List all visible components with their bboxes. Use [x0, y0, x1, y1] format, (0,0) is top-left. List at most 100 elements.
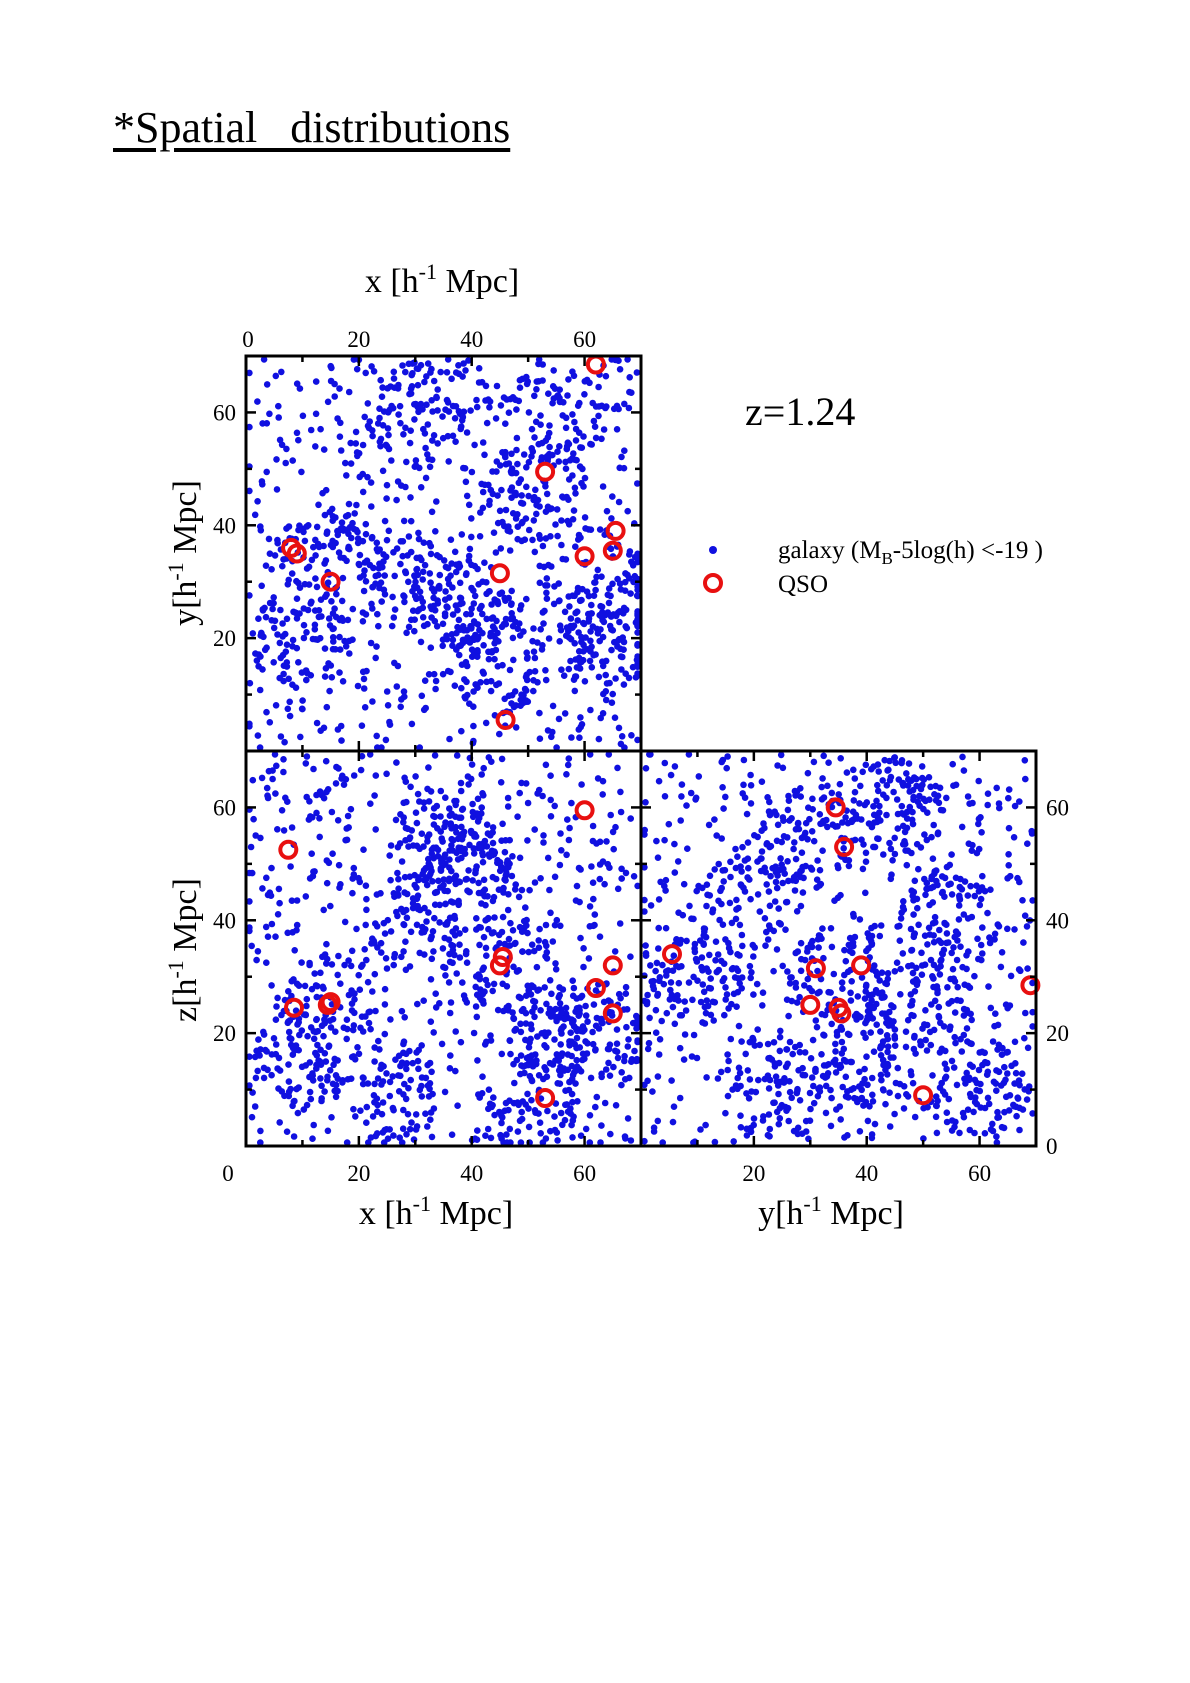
- galaxy-point: [790, 873, 798, 881]
- galaxy-point: [837, 1116, 844, 1123]
- galaxy-point: [734, 1074, 741, 1082]
- galaxy-point: [625, 1036, 632, 1043]
- galaxy-point: [275, 1085, 282, 1092]
- galaxy-point: [403, 1065, 410, 1073]
- galaxy-point: [598, 402, 606, 410]
- galaxy-point: [334, 971, 342, 979]
- galaxy-point: [597, 626, 604, 633]
- qso-marker: [320, 571, 341, 592]
- galaxy-point: [688, 1053, 696, 1060]
- galaxy-point: [272, 933, 279, 940]
- galaxy-point: [488, 648, 496, 655]
- galaxy-point: [529, 1008, 536, 1015]
- galaxy-point: [836, 1061, 844, 1069]
- galaxy-point: [662, 968, 670, 975]
- tick-label: 20: [742, 1161, 765, 1186]
- galaxy-point: [867, 937, 875, 945]
- galaxy-point: [525, 458, 533, 466]
- galaxy-point: [529, 536, 536, 544]
- galaxy-point: [925, 774, 933, 781]
- qso-marker: [535, 461, 556, 482]
- galaxy-point: [557, 922, 564, 930]
- galaxy-point: [746, 1038, 754, 1046]
- galaxy-point: [298, 669, 306, 676]
- galaxy-point: [419, 604, 427, 612]
- galaxy-point: [256, 686, 264, 694]
- galaxy-point: [756, 1041, 764, 1049]
- galaxy-point: [400, 688, 408, 695]
- galaxy-point: [471, 833, 478, 840]
- galaxy-point: [808, 828, 816, 835]
- galaxy-point: [289, 1102, 296, 1110]
- galaxy-point: [323, 960, 330, 967]
- galaxy-point: [340, 554, 348, 562]
- galaxy-point: [725, 1057, 732, 1065]
- galaxy-point: [424, 838, 431, 845]
- galaxy-point: [565, 521, 573, 528]
- galaxy-point: [587, 637, 594, 645]
- galaxy-point: [1016, 798, 1023, 805]
- galaxy-point: [569, 1019, 576, 1027]
- galaxy-point: [586, 751, 594, 758]
- galaxy-point: [645, 1039, 653, 1047]
- galaxy-point: [374, 420, 382, 427]
- galaxy-point: [549, 728, 556, 736]
- galaxy-point: [442, 588, 449, 595]
- page-heading: *Spatial distributions: [113, 103, 511, 152]
- galaxy-point: [400, 517, 408, 525]
- galaxy-point: [850, 766, 857, 774]
- galaxy-point: [322, 557, 330, 564]
- galaxy-point: [489, 897, 497, 905]
- galaxy-point: [330, 1061, 337, 1069]
- galaxy-point: [966, 1040, 974, 1047]
- galaxy-point: [389, 1073, 397, 1080]
- galaxy-point: [328, 674, 336, 681]
- galaxy-point: [443, 369, 451, 376]
- galaxy-point: [825, 759, 832, 766]
- galaxy-point: [740, 781, 747, 789]
- galaxy-point: [311, 607, 319, 614]
- galaxy-point: [515, 967, 523, 974]
- galaxy-point: [313, 1016, 320, 1024]
- galaxy-point: [435, 582, 443, 590]
- galaxy-point: [828, 1020, 835, 1028]
- galaxy-point: [948, 1117, 956, 1124]
- galaxy-point: [337, 447, 345, 454]
- galaxy-point: [756, 908, 764, 915]
- galaxy-point: [336, 433, 344, 441]
- galaxy-point: [1022, 1009, 1029, 1017]
- galaxy-point: [524, 378, 531, 385]
- galaxy-point: [786, 1078, 793, 1085]
- galaxy-point: [257, 527, 265, 534]
- galaxy-point: [360, 685, 368, 692]
- galaxy-point: [539, 542, 547, 550]
- galaxy-point: [782, 926, 789, 933]
- galaxy-point: [514, 1099, 521, 1106]
- galaxy-point: [799, 889, 807, 896]
- galaxy-point: [547, 1013, 555, 1020]
- galaxy-point: [844, 1030, 852, 1038]
- galaxy-point: [873, 972, 881, 979]
- galaxy-point: [298, 1027, 306, 1034]
- galaxy-point: [364, 1080, 372, 1087]
- galaxy-point: [369, 698, 376, 705]
- galaxy-point: [776, 1104, 784, 1112]
- galaxy-point: [517, 1020, 524, 1028]
- galaxy-point: [389, 593, 396, 601]
- galaxy-point: [745, 1095, 753, 1102]
- galaxy-point: [445, 458, 453, 465]
- galaxy-point: [340, 1024, 348, 1031]
- galaxy-point: [919, 1025, 926, 1032]
- galaxy-point: [391, 572, 399, 580]
- galaxy-point: [279, 651, 287, 659]
- galaxy-point: [425, 831, 433, 838]
- galaxy-point: [987, 1004, 995, 1012]
- galaxy-point: [850, 910, 857, 918]
- galaxy-point: [932, 1113, 940, 1121]
- galaxy-point: [698, 954, 706, 961]
- galaxy-point: [878, 989, 886, 996]
- galaxy-point: [798, 849, 806, 856]
- galaxy-point: [617, 645, 624, 653]
- galaxy-point: [1015, 1077, 1023, 1084]
- galaxy-point: [402, 424, 409, 432]
